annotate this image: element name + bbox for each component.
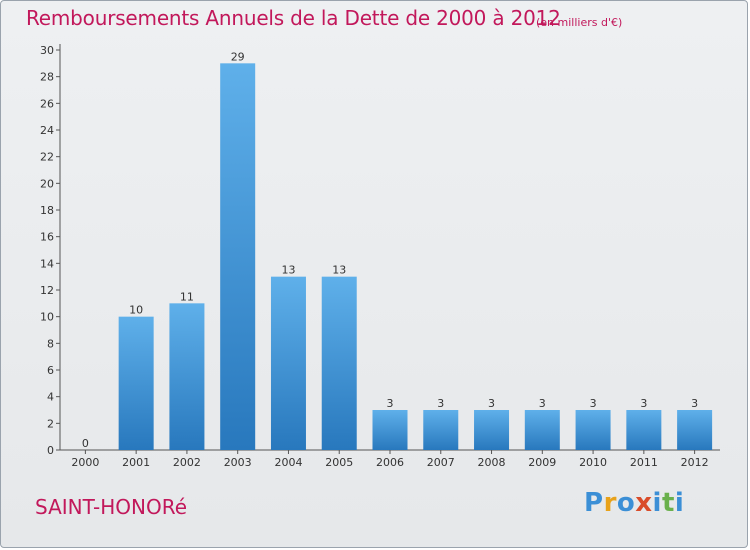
x-tick-label: 2002 (173, 456, 201, 469)
chart-subtitle: (en milliers d'€) (536, 16, 623, 29)
bar (270, 276, 306, 450)
brand-letter: r (603, 488, 617, 518)
x-tick-label: 2000 (71, 456, 99, 469)
y-tick-label: 12 (40, 284, 54, 297)
y-tick-label: 16 (40, 231, 54, 244)
y-tick-label: 14 (40, 257, 54, 270)
x-tick-label: 2011 (630, 456, 658, 469)
y-tick-label: 20 (40, 177, 54, 190)
x-tick-label: 2007 (427, 456, 455, 469)
y-tick-label: 4 (47, 391, 54, 404)
x-tick-label: 2006 (376, 456, 404, 469)
bar-value-label: 3 (691, 397, 698, 410)
bar-value-label: 10 (129, 304, 143, 317)
y-tick-label: 0 (47, 444, 54, 457)
brand-letter: x (635, 488, 653, 518)
x-tick-label: 2010 (579, 456, 607, 469)
x-tick-label: 2012 (681, 456, 709, 469)
bar (626, 410, 662, 450)
bar (575, 410, 611, 450)
brand-letter: P (584, 488, 604, 518)
brand-letter: o (616, 488, 636, 518)
brand-letter: t (661, 488, 675, 518)
bar (118, 316, 154, 450)
bar-value-label: 3 (488, 397, 495, 410)
bar (372, 410, 408, 450)
location-name: SAINT-HONORé (35, 495, 187, 519)
bar-value-label: 3 (590, 397, 597, 410)
y-tick-label: 28 (40, 71, 54, 84)
bar-value-label: 3 (387, 397, 394, 410)
bar (321, 276, 357, 450)
x-tick-label: 2008 (478, 456, 506, 469)
bar (169, 303, 205, 450)
y-tick-label: 2 (47, 417, 54, 430)
bar-value-label: 11 (180, 290, 194, 303)
x-tick-label: 2005 (325, 456, 353, 469)
bar-value-label: 3 (640, 397, 647, 410)
bar-value-label: 13 (332, 264, 346, 277)
x-tick-label: 2004 (274, 456, 302, 469)
x-tick-label: 2001 (122, 456, 150, 469)
y-tick-label: 30 (40, 44, 54, 57)
y-tick-label: 26 (40, 97, 54, 110)
y-tick-label: 22 (40, 151, 54, 164)
y-tick-label: 10 (40, 311, 54, 324)
bar-value-label: 3 (539, 397, 546, 410)
x-tick-label: 2003 (224, 456, 252, 469)
chart-labels: 2000 0 2001 10 2002 11 2003 29 2004 13 2005 13 2006 3… (71, 50, 708, 469)
chart-title: Remboursements Annuels de la Dette de 20… (26, 6, 561, 30)
bar (423, 410, 459, 450)
y-tick-label: 18 (40, 204, 54, 217)
proxiti-logo[interactable]: Proxiti (584, 488, 684, 518)
bar-value-label: 0 (82, 437, 89, 450)
bar (524, 410, 560, 450)
y-tick-label: 24 (40, 124, 54, 137)
y-tick-label: 8 (47, 337, 54, 350)
bar (220, 63, 256, 450)
bar (474, 410, 510, 450)
x-tick-label: 2009 (528, 456, 556, 469)
y-tick-label: 6 (47, 364, 54, 377)
bar-value-label: 29 (231, 50, 245, 63)
bar (677, 410, 713, 450)
brand-letter: i (674, 488, 685, 518)
bar-value-label: 3 (437, 397, 444, 410)
chart-bars (118, 63, 713, 450)
brand-letter: i (652, 488, 662, 518)
bar-value-label: 13 (281, 264, 295, 277)
